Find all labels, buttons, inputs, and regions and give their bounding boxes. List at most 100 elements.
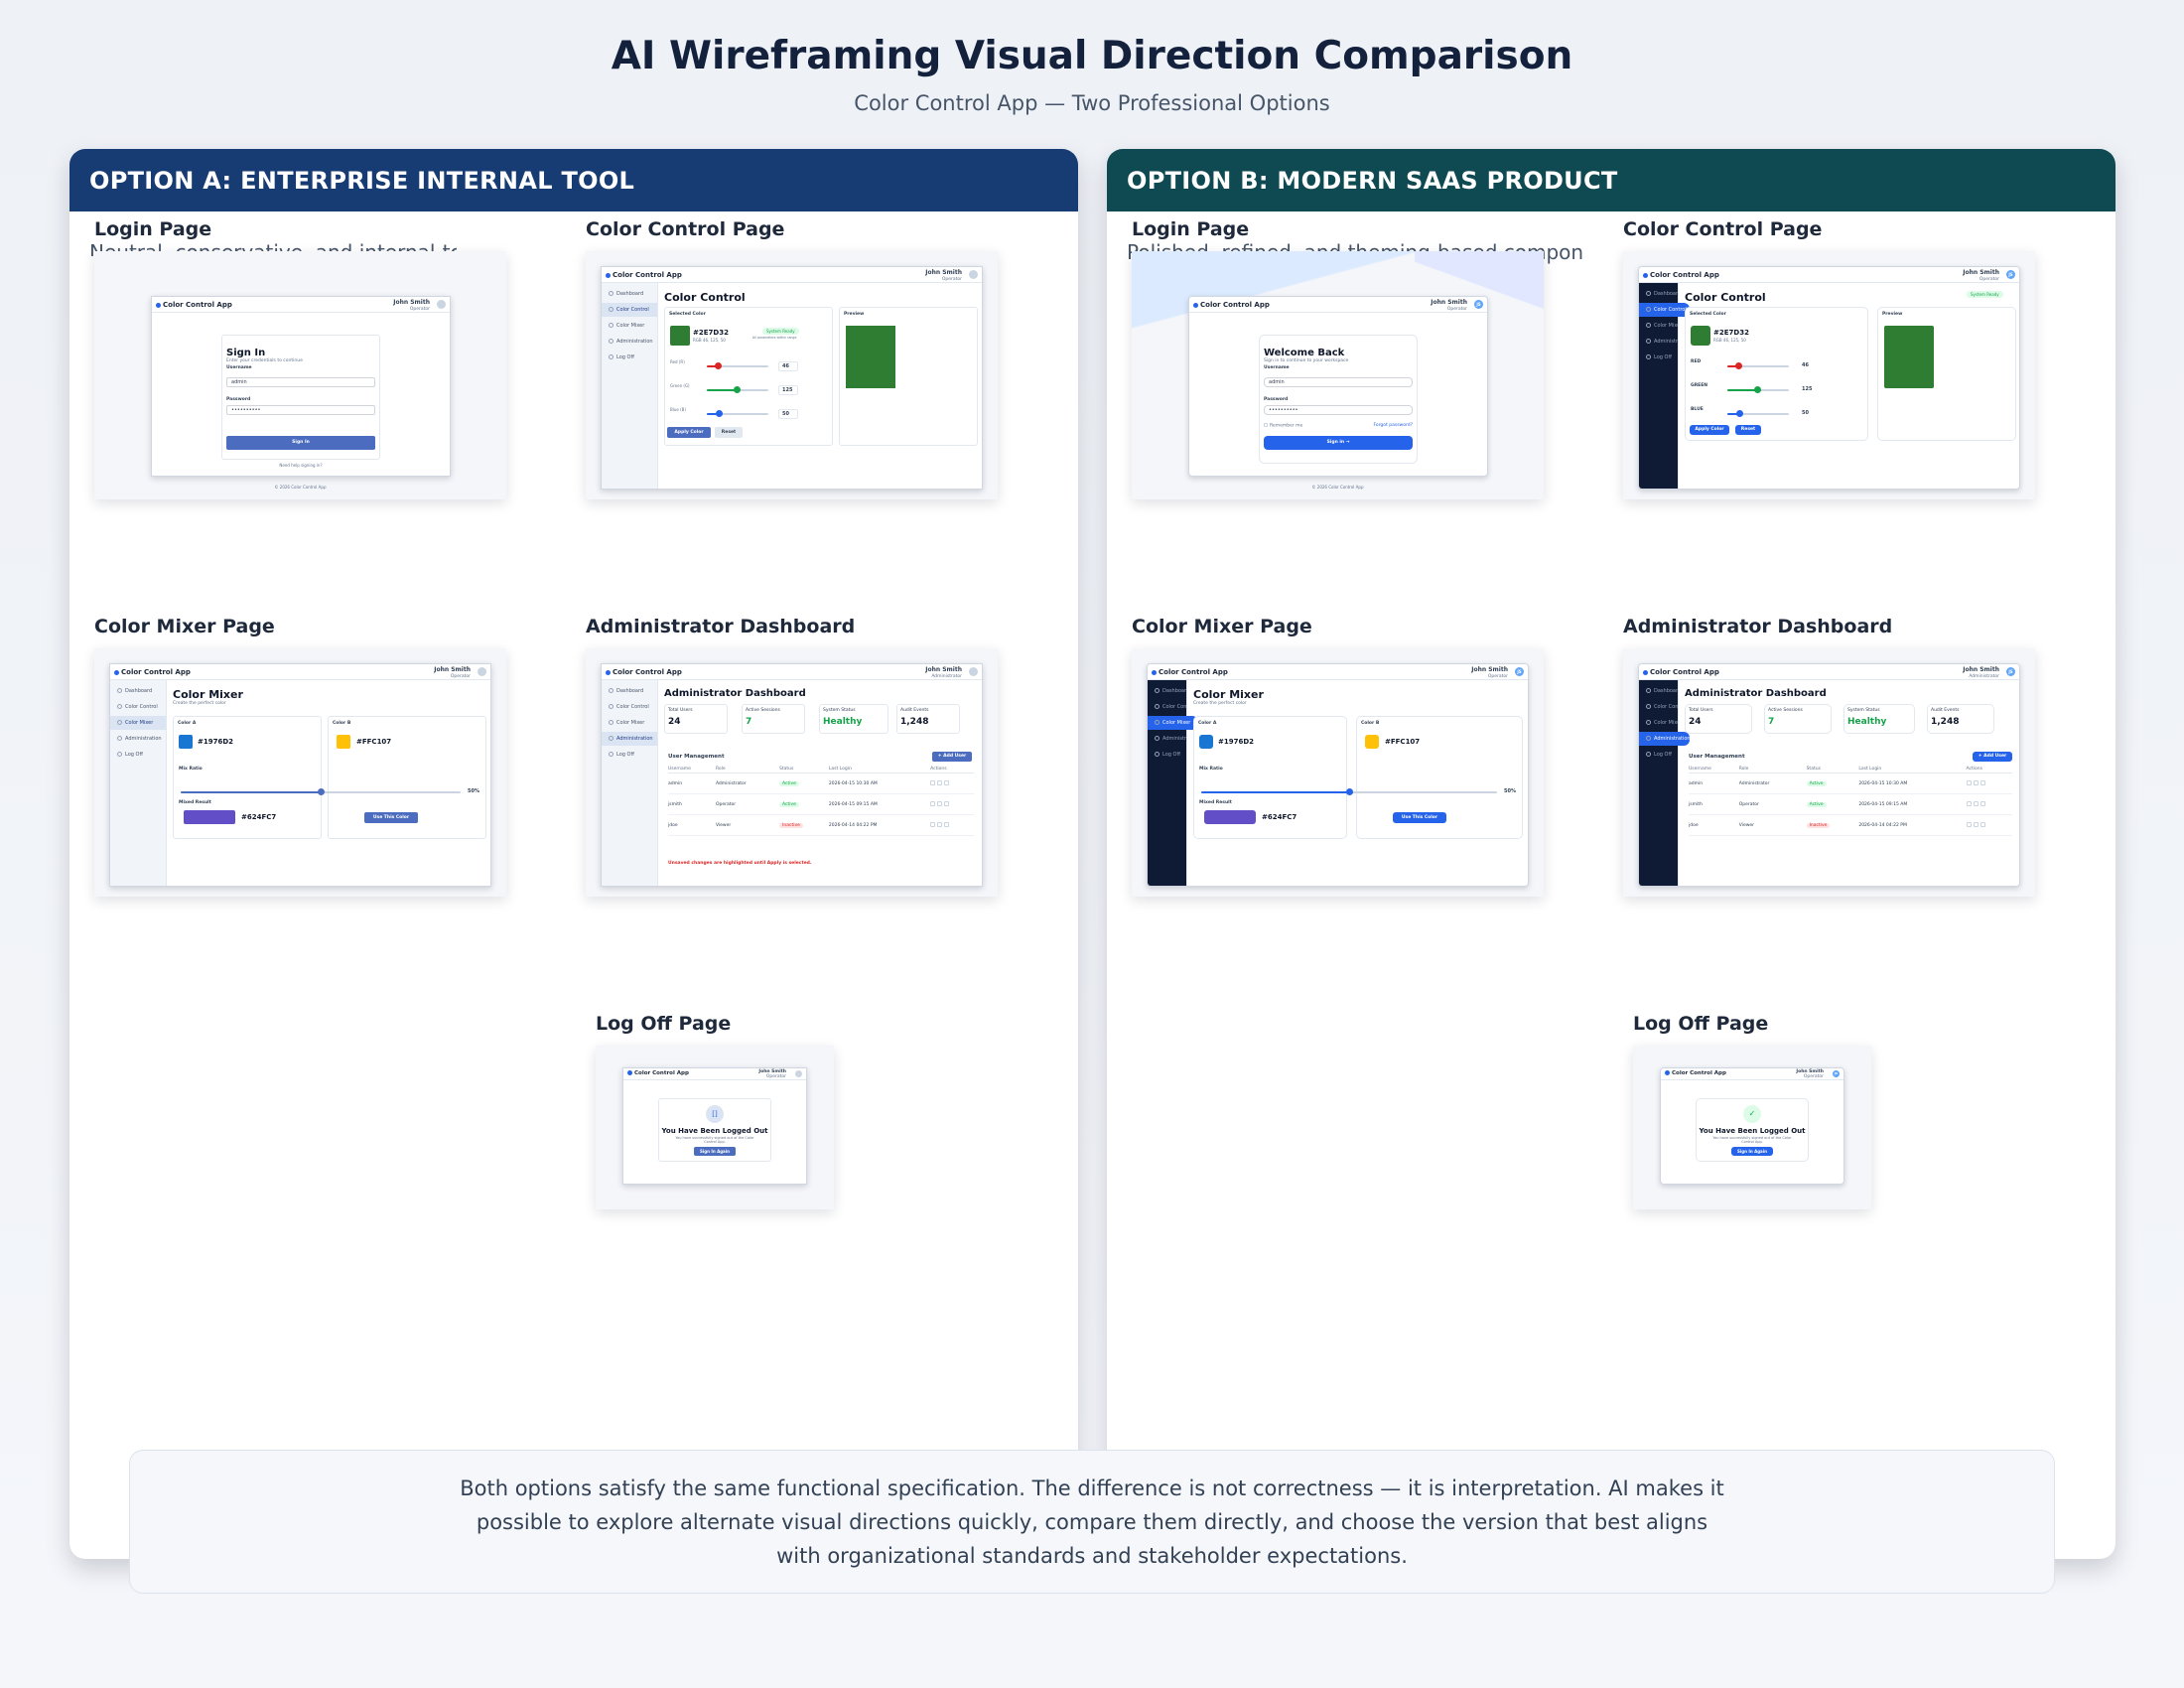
sign-in-again-button[interactable]: Sign In Again	[694, 1147, 736, 1156]
avatar[interactable]	[478, 667, 486, 676]
nav-log-off[interactable]: Log Off	[1148, 748, 1186, 762]
add-user-button[interactable]: + Add User	[1973, 752, 2012, 762]
password-input[interactable]: ••••••••••	[226, 405, 375, 415]
nav-log-off[interactable]: Log Off	[110, 748, 166, 762]
key-icon[interactable]	[1973, 801, 1979, 806]
apply-color-button[interactable]: Apply Color	[667, 427, 711, 438]
avatar[interactable]	[795, 1070, 802, 1077]
nav-color-mixer[interactable]: Color Mixer	[110, 716, 166, 730]
mix-ratio-slider[interactable]	[1201, 788, 1497, 795]
red-knob[interactable]	[1735, 362, 1743, 369]
sign-in-again-button[interactable]: Sign In Again	[1731, 1147, 1773, 1156]
red-value[interactable]: 46	[778, 361, 798, 371]
nav-log-off[interactable]: Log Off	[602, 748, 657, 762]
red-value[interactable]: 46	[1799, 361, 1819, 369]
table-row[interactable]: jsmith Operator Active 2026-04-15 09:15 AM	[668, 793, 974, 815]
nav-log-off[interactable]: Log Off	[1639, 748, 1678, 762]
more-icon[interactable]	[1979, 780, 1985, 785]
reset-button[interactable]: Reset	[715, 427, 743, 438]
green-slider[interactable]	[707, 386, 768, 393]
avatar[interactable]: JS	[2006, 270, 2015, 279]
edit-icon[interactable]	[1966, 780, 1972, 785]
color-b-swatch[interactable]	[1365, 735, 1379, 749]
edit-icon[interactable]	[1966, 801, 1972, 806]
more-icon[interactable]	[944, 822, 950, 827]
blue-knob[interactable]	[1736, 410, 1744, 417]
blue-knob[interactable]	[716, 410, 724, 417]
avatar[interactable]: JS	[2006, 667, 2015, 676]
table-row[interactable]: jdoe Viewer Inactive 2026-04-14 04:22 PM	[668, 814, 974, 836]
avatar[interactable]	[969, 667, 978, 676]
table-row[interactable]: jdoe Viewer Inactive 2026-04-14 04:22 PM	[1689, 814, 2012, 836]
mix-ratio-knob[interactable]	[318, 788, 325, 795]
nav-color-mixer[interactable]: Color Mixer	[1148, 716, 1198, 730]
green-knob[interactable]	[734, 386, 742, 393]
key-icon[interactable]	[937, 780, 943, 785]
key-icon[interactable]	[937, 801, 943, 806]
help-link[interactable]: Need help signing in?	[279, 463, 323, 468]
avatar[interactable]: JS	[1515, 667, 1524, 676]
edit-icon[interactable]	[1966, 822, 1972, 827]
avatar[interactable]: JS	[1833, 1070, 1840, 1077]
nav-dashboard[interactable]: Dashboard	[602, 287, 657, 301]
nav-color-control[interactable]: Color Control	[1639, 303, 1690, 317]
use-color-button[interactable]: Use This Color	[1393, 812, 1446, 823]
apply-color-button[interactable]: Apply Color	[1690, 425, 1729, 435]
color-b-swatch[interactable]	[337, 735, 350, 749]
more-icon[interactable]	[1979, 801, 1985, 806]
nav-dashboard[interactable]: Dashboard	[1639, 287, 1678, 301]
nav-administration[interactable]: Administration	[1639, 335, 1678, 349]
blue-slider[interactable]	[707, 410, 768, 417]
green-value[interactable]: 125	[1799, 385, 1819, 393]
nav-dashboard[interactable]: Dashboard	[1148, 684, 1186, 698]
green-slider[interactable]	[1727, 386, 1789, 393]
blue-value[interactable]: 50	[1799, 409, 1819, 417]
mix-ratio-knob[interactable]	[1346, 788, 1353, 795]
nav-log-off[interactable]: Log Off	[1639, 351, 1678, 364]
avatar[interactable]: JS	[1474, 300, 1483, 309]
remember-me-checkbox[interactable]: Remember me	[1264, 423, 1302, 429]
reset-button[interactable]: Reset	[1735, 425, 1761, 435]
nav-color-control[interactable]: Color Control	[1148, 700, 1186, 714]
nav-dashboard[interactable]: Dashboard	[110, 684, 166, 698]
nav-dashboard[interactable]: Dashboard	[602, 684, 657, 698]
username-input[interactable]: admin	[226, 377, 375, 387]
key-icon[interactable]	[1973, 822, 1979, 827]
table-row[interactable]: jsmith Operator Active 2026-04-15 09:15 AM	[1689, 793, 2012, 815]
green-value[interactable]: 125	[778, 385, 798, 395]
nav-administration[interactable]: Administration	[1148, 732, 1186, 746]
table-row[interactable]: admin Administrator Active 2026-04-15 10:30…	[1689, 773, 2012, 794]
nav-log-off[interactable]: Log Off	[602, 351, 657, 364]
sign-in-button[interactable]: Sign in →	[1264, 436, 1413, 450]
green-knob[interactable]	[1754, 386, 1762, 393]
nav-color-mixer[interactable]: Color Mixer	[602, 319, 657, 333]
red-slider[interactable]	[1727, 362, 1789, 369]
color-a-swatch[interactable]	[1199, 735, 1213, 749]
username-input[interactable]: admin	[1264, 377, 1413, 387]
blue-value[interactable]: 50	[778, 409, 798, 419]
nav-dashboard[interactable]: Dashboard	[1639, 684, 1678, 698]
avatar[interactable]	[437, 300, 446, 309]
blue-slider[interactable]	[1727, 410, 1789, 417]
edit-icon[interactable]	[930, 822, 936, 827]
forgot-password-link[interactable]: Forgot password?	[1373, 423, 1413, 428]
nav-color-mixer[interactable]: Color Mixer	[1639, 319, 1678, 333]
nav-administration[interactable]: Administration	[602, 732, 657, 746]
red-slider[interactable]	[707, 362, 768, 369]
nav-administration[interactable]: Administration	[602, 335, 657, 349]
nav-color-control[interactable]: Color Control	[602, 303, 657, 317]
edit-icon[interactable]	[930, 801, 936, 806]
edit-icon[interactable]	[930, 780, 936, 785]
nav-color-mixer[interactable]: Color Mixer	[1639, 716, 1678, 730]
key-icon[interactable]	[937, 822, 943, 827]
add-user-button[interactable]: + Add User	[932, 752, 972, 762]
use-color-button[interactable]: Use This Color	[364, 812, 418, 823]
nav-administration[interactable]: Administration	[1639, 732, 1690, 746]
more-icon[interactable]	[1979, 822, 1985, 827]
nav-color-mixer[interactable]: Color Mixer	[602, 716, 657, 730]
nav-color-control[interactable]: Color Control	[110, 700, 166, 714]
key-icon[interactable]	[1973, 780, 1979, 785]
nav-color-control[interactable]: Color Control	[1639, 700, 1678, 714]
nav-color-control[interactable]: Color Control	[602, 700, 657, 714]
red-knob[interactable]	[715, 362, 723, 369]
